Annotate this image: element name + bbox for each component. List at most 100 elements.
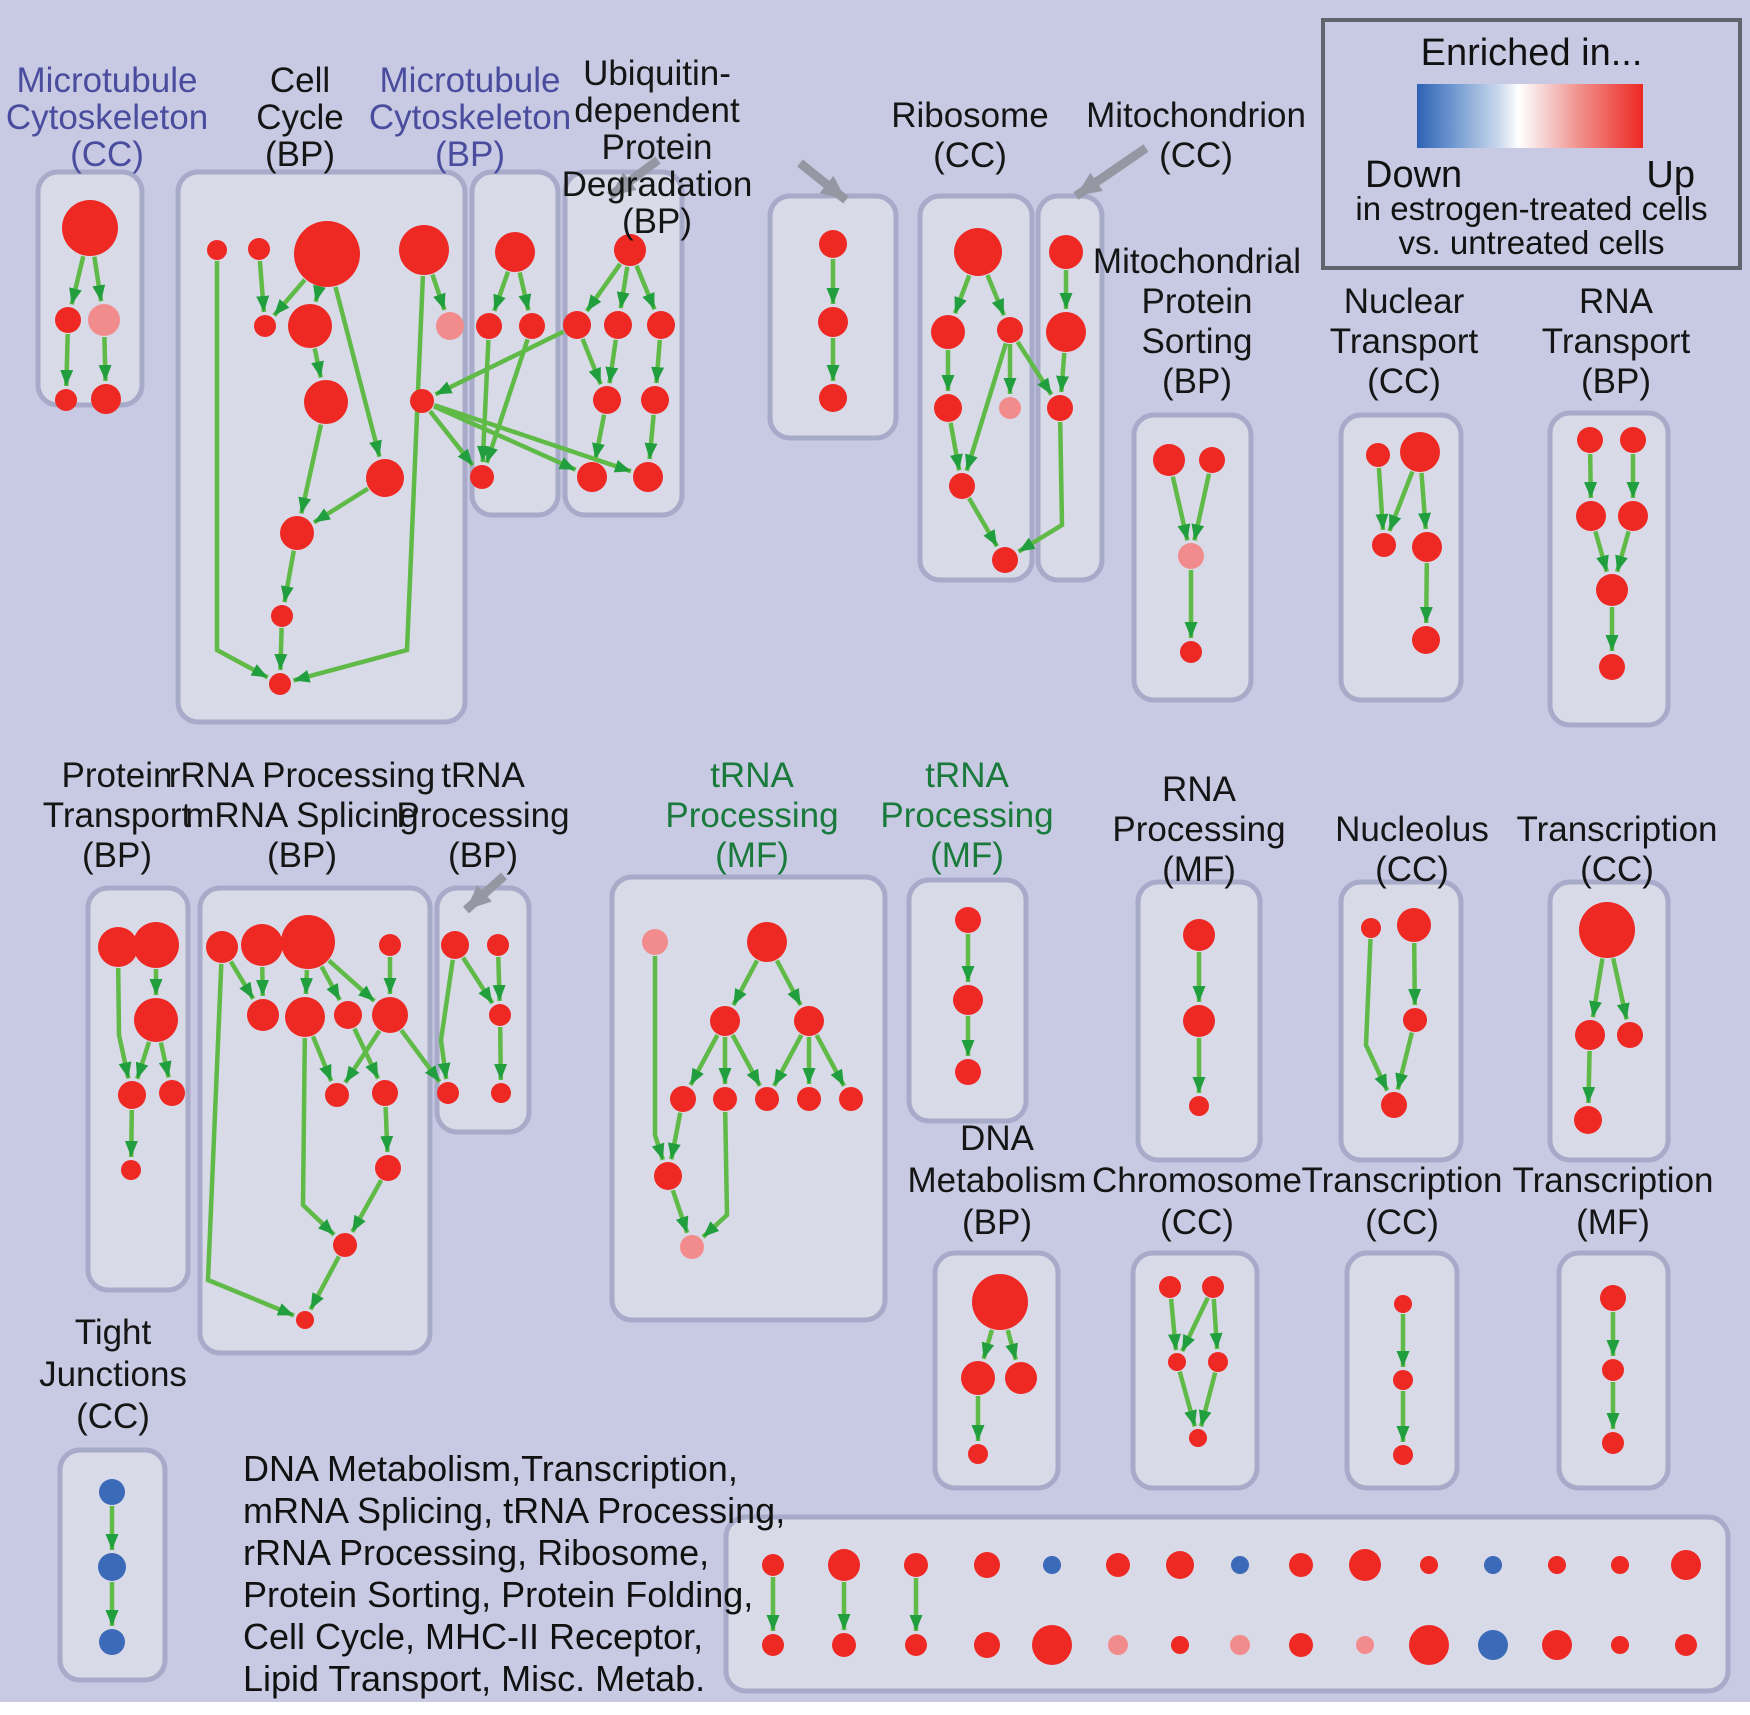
go-term-node-M1 [1049, 235, 1083, 269]
go-term-node-r2c [334, 1001, 362, 1029]
misc-text-line: mRNA Splicing, tRNA Processing, [243, 1490, 786, 1531]
edge-n9-u8 [433, 402, 632, 474]
cluster-box-transcription-cc-mid [1547, 879, 1671, 1163]
go-term-node-R4 [934, 394, 962, 422]
edge-c4-c5 [1198, 1372, 1218, 1427]
go-term-node-p1 [98, 927, 138, 967]
go-term-node-t3 [489, 1004, 511, 1026]
edge-n1-n13 [214, 261, 269, 680]
misc-text-line: DNA Metabolism,Transcription, [243, 1448, 738, 1489]
go-term-node-M2 [1046, 312, 1086, 352]
go-term-node-n5 [254, 315, 276, 337]
edge-b1-b3 [517, 271, 532, 311]
edge-t1-t4 [437, 959, 456, 1080]
go-term-node-u6 [641, 386, 669, 414]
strip-node-bottom-3 [974, 1632, 1000, 1658]
edge-E1-E3 [1584, 453, 1598, 499]
edge-g2-m5 [701, 1111, 730, 1239]
go-term-node-d3 [1005, 1362, 1037, 1394]
edge-u1-u3 [616, 266, 630, 309]
go-term-node-b4 [470, 465, 494, 489]
go-term-node-n2 [248, 238, 270, 260]
edge-r4-r5 [350, 1179, 384, 1233]
edge-R4-R6 [948, 422, 963, 471]
strip-node-bottom-4 [1032, 1625, 1072, 1665]
strip-node-top-5 [1106, 1553, 1130, 1577]
go-term-node-R5 [999, 397, 1021, 419]
go-term-node-u1 [614, 234, 646, 266]
go-term-node-c5 [1189, 1429, 1207, 1447]
edge-g1-m4 [667, 1112, 683, 1160]
go-term-node-c2 [1202, 1276, 1224, 1298]
go-term-node-a4 [55, 389, 77, 411]
edge-m1-m3 [774, 959, 803, 1007]
misc-text-line: Lipid Transport, Misc. Metab. [243, 1658, 706, 1699]
go-term-node-v2 [818, 307, 848, 337]
strip-node-bottom-14 [1675, 1634, 1697, 1656]
edge-s1-s3 [1170, 476, 1191, 541]
edge-u2-n9 [434, 329, 565, 397]
go-term-node-u8 [633, 462, 663, 492]
go-term-node-r3b [372, 1080, 398, 1106]
go-term-node-h2 [953, 985, 983, 1015]
misc-text-line: rRNA Processing, Ribosome, [243, 1532, 710, 1573]
edge-n3-n5 [272, 278, 307, 317]
go-term-node-r4 [375, 1155, 401, 1181]
go-term-node-j2 [98, 1553, 126, 1581]
legend-subtitle-2: vs. untreated cells [1398, 224, 1665, 261]
strip-node-bottom-6 [1171, 1636, 1189, 1654]
edge-M3-R7 [1017, 421, 1065, 554]
go-term-node-n7 [436, 312, 464, 340]
edge-d1-d2 [981, 1329, 995, 1360]
go-term-node-u2 [563, 311, 591, 339]
edge-n10-n11 [312, 486, 370, 525]
edge-u4-u6 [651, 339, 665, 384]
strip-node-top-4 [1043, 1556, 1061, 1574]
go-term-node-r3a [325, 1083, 349, 1107]
go-term-node-m1 [747, 922, 787, 962]
edge-T2-T4 [1582, 1050, 1596, 1104]
edge-p1-p4 [115, 967, 132, 1079]
go-term-node-q1 [1183, 919, 1215, 951]
go-term-node-n11 [280, 516, 314, 550]
edge-u1-u4 [634, 264, 657, 311]
go-term-node-d2 [961, 1361, 995, 1395]
go-term-node-o3 [1403, 1008, 1427, 1032]
misc-text-line: Protein Sorting, Protein Folding, [243, 1574, 754, 1615]
go-term-node-p2 [133, 922, 179, 968]
go-term-node-R2 [931, 315, 965, 349]
go-term-node-T4 [1574, 1106, 1602, 1134]
go-term-node-E5 [1596, 574, 1628, 606]
go-term-node-r2a [247, 999, 279, 1031]
misc-categories-text: DNA Metabolism,Transcription, mRNA Splic… [243, 1448, 785, 1700]
go-term-node-m2 [710, 1006, 740, 1036]
edge-m1-m2 [731, 959, 760, 1007]
edge-b3-b4 [484, 338, 530, 464]
go-term-node-c3 [1168, 1353, 1186, 1371]
go-term-node-q3 [1189, 1096, 1209, 1116]
go-term-node-E4 [1618, 501, 1648, 531]
cluster-box-ribosome [917, 193, 1035, 583]
strip-node-top-14 [1671, 1550, 1701, 1580]
go-term-node-u7 [577, 462, 607, 492]
go-term-node-j1 [99, 1479, 125, 1505]
annotation-arrow-0 [607, 156, 661, 200]
edge-r1c-r2b [300, 969, 314, 995]
go-term-node-m3 [794, 1006, 824, 1036]
go-term-node-R6 [949, 473, 975, 499]
go-term-node-c1 [1159, 1276, 1181, 1298]
go-term-node-w2 [1393, 1370, 1413, 1390]
go-term-node-N1 [1366, 443, 1390, 467]
go-term-node-E3 [1576, 501, 1606, 531]
edge-R3-R6 [964, 342, 1009, 472]
edge-b1-b2 [492, 271, 511, 312]
go-term-node-t5 [491, 1083, 511, 1103]
go-term-node-o2 [1397, 908, 1431, 942]
edge-u3-u5 [605, 339, 619, 384]
edge-a1-a3 [92, 256, 106, 302]
edge-R1-R3 [985, 274, 1006, 317]
strip-node-bottom-13 [1611, 1636, 1629, 1654]
go-term-node-c4 [1208, 1352, 1228, 1372]
go-term-node-b1 [495, 232, 535, 272]
